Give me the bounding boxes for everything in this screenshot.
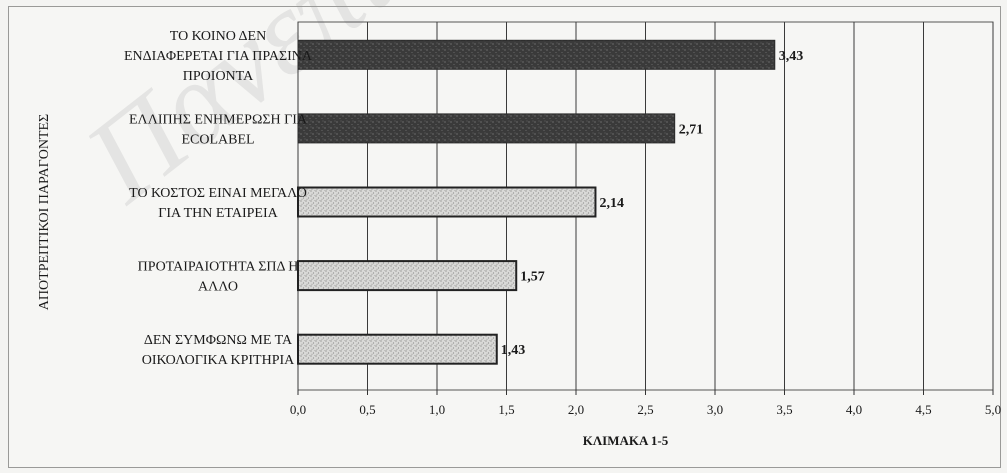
labels: 0,0 0,5 1,0 1,5 2,0 2,5 3,0 3,5 4,0 4,5 5,0 3,43 ΤΟ …	[37, 29, 1001, 448]
x-tick-label: 2,0	[568, 402, 584, 417]
data-label: 1,43	[501, 343, 526, 358]
x-tick-label: 4,5	[915, 402, 931, 417]
x-tick-label: 5,0	[985, 402, 1001, 417]
category-label-line: ΤΟ ΚΟΣΤΟΣ ΕΙΝΑΙ ΜΕΓΑΛΟ	[129, 186, 307, 201]
data-label: 1,57	[520, 270, 545, 285]
category-label: ΤΟ ΚΟΙΝΟ ΔΕΝ ΕΝΔΙΑΦΕΡΕΤΑΙ ΓΙΑ ΠΡΑΣΙΝΑ ΠΡΟΙ…	[124, 29, 313, 84]
category-label-line: ΕΛΛΙΠΗΣ ΕΝΗΜΕΡΩΣΗ ΓΙΑ	[129, 112, 308, 127]
category-label-line: ΔΕΝ ΣΥΜΦΩΝΩ ΜΕ ΤΑ	[144, 333, 293, 348]
x-tick-label: 0,0	[290, 402, 306, 417]
bar	[297, 113, 676, 144]
x-axis-title: ΚΛΙΜΑΚΑ 1-5	[583, 433, 669, 448]
category-label-line: ΓΙΑ ΤΗΝ ΕΤΑΙΡΕΙΑ	[158, 206, 278, 221]
category-label: ΔΕΝ ΣΥΜΦΩΝΩ ΜΕ ΤΑ ΟΙΚΟΛΟΓΙΚΑ ΚΡΙΤΗΡΙΑ	[142, 333, 295, 368]
x-tick-label: 4,0	[846, 402, 862, 417]
bar	[297, 39, 776, 70]
x-tick-label: 3,5	[776, 402, 792, 417]
x-tick-label: 1,0	[429, 402, 445, 417]
x-tick-label: 1,5	[498, 402, 514, 417]
category-label: ΠΡΟΤΑΙΡΑΙΟΤΗΤΑ ΣΠΔ Η ΑΛΛΟ	[138, 260, 299, 295]
category-label-line: ECOLABEL	[181, 132, 254, 147]
data-label: 2,14	[599, 196, 624, 211]
bars	[297, 39, 776, 365]
category-label-line: ΑΛΛΟ	[198, 280, 238, 295]
bar	[297, 333, 498, 365]
x-tick-label: 0,5	[359, 402, 375, 417]
category-label: ΤΟ ΚΟΣΤΟΣ ΕΙΝΑΙ ΜΕΓΑΛΟ ΓΙΑ ΤΗΝ ΕΤΑΙΡΕΙΑ	[129, 186, 307, 221]
data-label: 2,71	[679, 122, 704, 137]
x-tick-label: 2,5	[637, 402, 653, 417]
data-label: 3,43	[779, 49, 804, 64]
category-label-line: ΠΡΟΤΑΙΡΑΙΟΤΗΤΑ ΣΠΔ Η	[138, 260, 299, 275]
x-tick-label: 3,0	[707, 402, 723, 417]
y-axis-title: ΑΠΟΤΡΕΠΤΙΚΟΙ ΠΑΡΑΓΟΝΤΕΣ	[37, 114, 52, 310]
chart-frame	[8, 6, 1001, 468]
category-label-line: ΕΝΔΙΑΦΕΡΕΤΑΙ ΓΙΑ ΠΡΑΣΙΝΑ	[124, 49, 313, 64]
category-label-line: ΟΙΚΟΛΟΓΙΚΑ ΚΡΙΤΗΡΙΑ	[142, 353, 295, 368]
category-label-line: ΤΟ ΚΟΙΝΟ ΔΕΝ	[170, 29, 266, 44]
bar	[297, 260, 518, 292]
category-label: ΕΛΛΙΠΗΣ ΕΝΗΜΕΡΩΣΗ ΓΙΑ ECOLABEL	[129, 112, 308, 147]
bar	[297, 186, 597, 218]
category-label-line: ΠΡΟΙΟΝΤΑ	[183, 69, 254, 84]
